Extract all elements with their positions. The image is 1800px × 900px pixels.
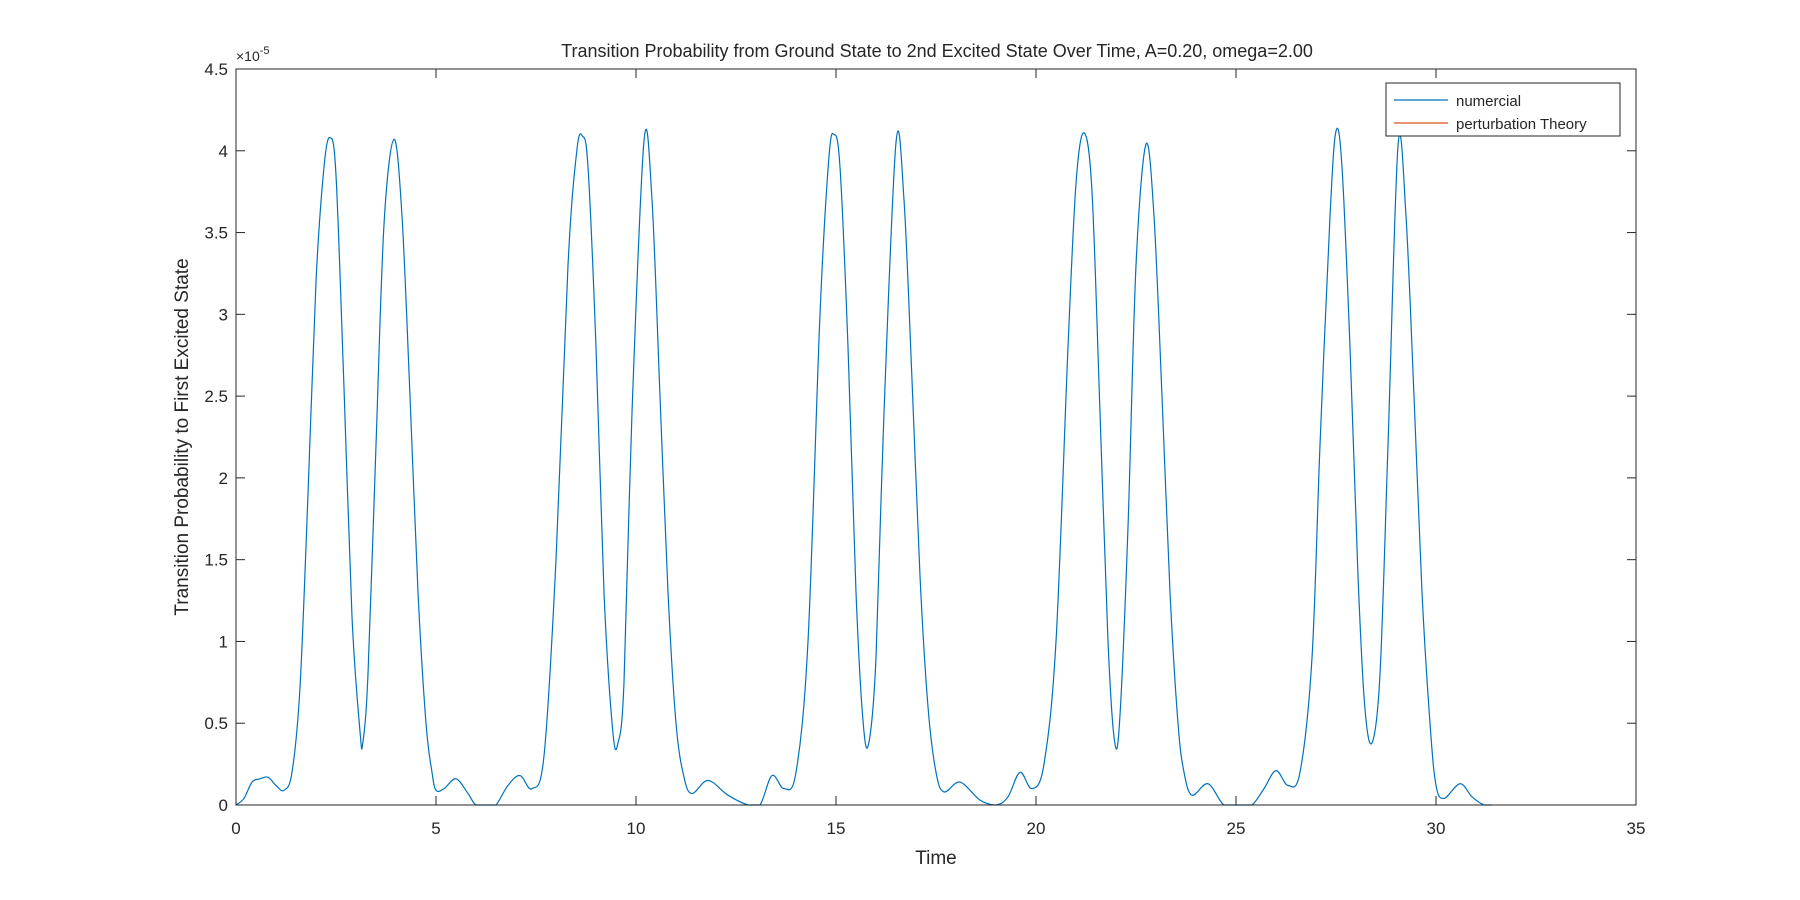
y-tick-label: 2.5 <box>204 387 228 406</box>
y-axis-label: Transition Probability to First Excited … <box>172 258 193 615</box>
y-tick-label: 0 <box>219 796 228 815</box>
x-tick-label: 0 <box>231 819 240 838</box>
chart-title: Transition Probability from Ground State… <box>561 41 1313 61</box>
x-axis-label: Time <box>915 848 957 869</box>
series-line-numercial <box>235 127 1492 806</box>
y-tick-label: 0.5 <box>204 714 228 733</box>
x-axis: 0 5 10 15 20 25 30 35 <box>231 69 1645 838</box>
x-tick-label: 35 <box>1627 819 1646 838</box>
y-exponent-power: -5 <box>260 45 270 57</box>
x-tick-label: 10 <box>627 819 646 838</box>
x-tick-label: 30 <box>1427 819 1446 838</box>
y-tick-label: 2 <box>219 469 228 488</box>
series-layer <box>235 127 1492 806</box>
y-exponent-base: ×10 <box>236 48 260 64</box>
y-tick-label: 1.5 <box>204 551 228 570</box>
x-tick-label: 20 <box>1027 819 1046 838</box>
y-tick-label: 3.5 <box>204 224 228 243</box>
y-tick-label: 4.5 <box>204 60 228 79</box>
y-exponent-label: ×10-5 <box>236 45 270 64</box>
legend-label-numercial: numercial <box>1456 93 1521 110</box>
legend-label-perturbation-theory: perturbation Theory <box>1456 116 1587 133</box>
x-tick-label: 25 <box>1227 819 1246 838</box>
y-tick-label: 4 <box>219 142 228 161</box>
y-axis: 0 0.5 1 1.5 2 2.5 3 3.5 4 4.5 <box>204 60 1636 815</box>
plot-area <box>236 69 1636 805</box>
axes-box <box>235 68 1637 806</box>
x-tick-label: 5 <box>431 819 440 838</box>
y-tick-label: 1 <box>219 632 228 651</box>
y-tick-label: 3 <box>219 305 228 324</box>
legend: numercial perturbation Theory <box>1385 82 1621 137</box>
legend-box <box>1385 82 1621 137</box>
x-tick-label: 15 <box>827 819 846 838</box>
